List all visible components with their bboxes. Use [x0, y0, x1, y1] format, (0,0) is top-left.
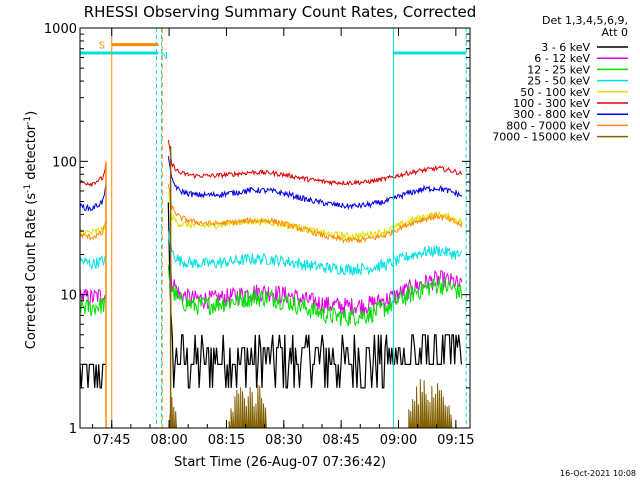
chart-title: RHESSI Observing Summary Count Rates, Co… [84, 3, 477, 21]
legend-header-1: Det 1,3,4,5,6,9, [542, 14, 628, 27]
series-line-25-50-kev [79, 230, 463, 277]
legend-label-8: 7000 - 15000 keV [492, 131, 590, 144]
legend-label-7: 800 - 7000 keV [506, 119, 590, 132]
legend-label-1: 6 - 12 keV [534, 52, 590, 65]
legend-label-5: 100 - 300 keV [513, 97, 590, 110]
y-axis-label-mid: detector [24, 124, 39, 184]
y-axis-label-main: Corrected Count Rate (s [24, 193, 39, 350]
y-axis-label-end: ) [24, 111, 39, 116]
legend-label-6: 300 - 800 keV [513, 108, 590, 121]
orange-bar-label: S [99, 41, 105, 52]
series-line-800-7000-kev [79, 184, 463, 244]
y-tick-label-3: 1000 [44, 22, 77, 37]
timestamp: 16-Oct-2021 10:08 [560, 469, 636, 478]
series-line-12-25-kev [79, 264, 463, 327]
plot-frame [79, 27, 471, 429]
legend-label-3: 25 - 50 keV [527, 75, 590, 88]
n-label: N [161, 51, 168, 62]
y-tick-label-1: 10 [60, 289, 77, 304]
legend-label-2: 12 - 25 keV [527, 63, 590, 76]
x-tick-label-2: 08:15 [208, 433, 245, 448]
x-tick-label-6: 09:15 [437, 433, 474, 448]
y-axis-label-sup2: -1 [23, 116, 33, 125]
y-axis: 1 10 100 1000 [44, 22, 470, 437]
x-tick-label-3: 08:30 [265, 433, 302, 448]
y-axis-label-sup1: -1 [23, 184, 33, 193]
y-tick-label-2: 100 [52, 155, 77, 170]
legend-label-4: 50 - 100 keV [520, 86, 590, 99]
series-line-3-6-kev [79, 202, 462, 389]
x-tick-label-4: 08:45 [322, 433, 359, 448]
x-tick-label-1: 08:00 [150, 433, 187, 448]
legend-header-2: Att 0 [602, 26, 628, 39]
y-axis-label: Corrected Count Rate (s-1 detector-1) [23, 111, 39, 349]
series-line-100-300-kev [79, 140, 463, 188]
y-tick-label-0: 1 [69, 422, 77, 437]
x-tick-label-0: 07:45 [93, 433, 130, 448]
x-axis-label: Start Time (26-Aug-07 07:36:42) [174, 455, 386, 470]
x-tick-label-5: 09:00 [380, 433, 417, 448]
legend-label-0: 3 - 6 keV [541, 41, 590, 54]
series-line-300-800-kev [79, 156, 463, 212]
x-axis: 07:45 08:00 08:15 08:30 08:45 09:00 09:15 [92, 28, 475, 448]
